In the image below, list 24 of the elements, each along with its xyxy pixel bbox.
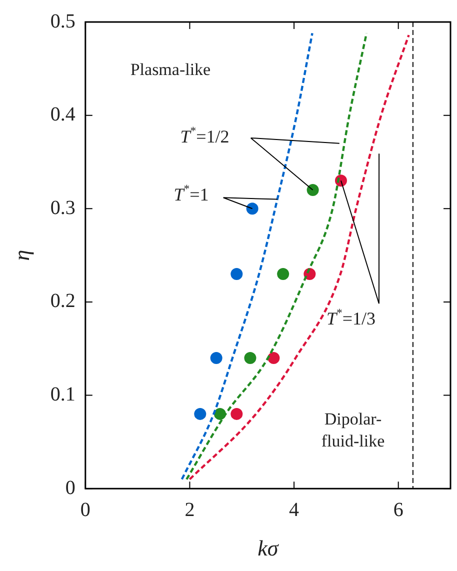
x-tick-label: 6 — [393, 498, 404, 521]
point — [277, 268, 290, 280]
point — [210, 352, 222, 364]
point — [268, 352, 280, 364]
annotation: T*=1/2 — [180, 124, 230, 147]
point — [230, 408, 243, 420]
y-tick-label: 0 — [65, 476, 76, 499]
y-axis-title: η — [8, 250, 34, 261]
y-tick-label: 0.4 — [50, 104, 76, 126]
y-tick-label: 0.2 — [50, 290, 76, 312]
y-tick-label: 0.1 — [50, 384, 76, 406]
point — [230, 268, 243, 280]
point — [244, 352, 256, 364]
y-tick-label: 0.3 — [50, 196, 76, 219]
y-tick-label: 0.5 — [50, 10, 76, 32]
x-tick-label: 4 — [289, 498, 300, 521]
x-axis-title: kσ — [258, 536, 280, 561]
point — [194, 408, 206, 420]
x-tick-label: 0 — [80, 498, 90, 521]
annotation: Dipolar- fluid-like — [321, 410, 385, 451]
annotation: Plasma-like — [130, 60, 211, 79]
annotation: T*=1/3 — [326, 306, 376, 328]
annotation: T*=1 — [174, 182, 209, 204]
x-tick-label: 2 — [184, 498, 195, 521]
